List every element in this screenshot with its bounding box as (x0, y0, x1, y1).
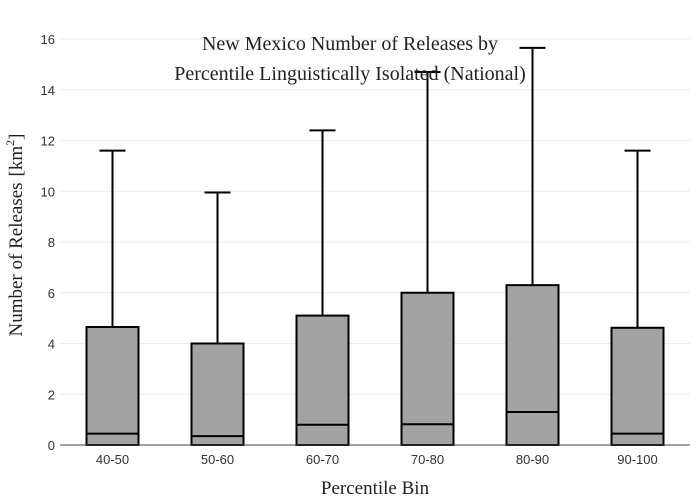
x-tick-label: 40-50 (96, 452, 129, 467)
x-tick-label: 70-80 (411, 452, 444, 467)
box-iqr (85, 326, 140, 447)
box-group-40-50 (85, 149, 140, 447)
y-tick-label: 16 (41, 32, 55, 47)
box-group-50-60 (190, 191, 245, 446)
y-tick-label: 8 (48, 235, 55, 250)
chart-title-line-2: Percentile Linguistically Isolated (Nati… (174, 63, 526, 85)
x-tick-label: 50-60 (201, 452, 234, 467)
y-axis-unit: [km (6, 146, 27, 177)
box-group-90-100 (610, 149, 665, 446)
y-tick-label: 0 (48, 438, 55, 453)
boxes (85, 46, 665, 447)
x-tick-labels: 40-50 50-60 60-70 70-80 80-90 90-100 (96, 452, 658, 467)
y-tick-label: 2 (48, 387, 55, 402)
box-group-80-90 (505, 46, 560, 447)
box-group-70-80 (400, 70, 455, 446)
chart-title-line-1: New Mexico Number of Releases by (202, 33, 498, 55)
box-iqr (505, 284, 560, 447)
y-tick-label: 6 (48, 286, 55, 301)
y-tick-label: 10 (41, 184, 55, 199)
x-tick-label: 60-70 (306, 452, 339, 467)
x-tick-label: 90-100 (617, 452, 657, 467)
box-iqr (190, 342, 245, 446)
x-axis-title: Percentile Bin (321, 478, 430, 499)
box-group-60-70 (295, 129, 350, 446)
y-tick-labels: 0 2 4 6 8 10 12 14 16 (41, 32, 55, 453)
y-axis-title-text: Number of Releases (6, 182, 27, 336)
y-tick-label: 14 (41, 83, 55, 98)
box-iqr (610, 326, 665, 446)
x-tick-label: 80-90 (516, 452, 549, 467)
y-axis-unit-close: ] (6, 134, 27, 140)
gridlines (60, 38, 690, 395)
y-axis-unit-exponent: 2 (3, 140, 17, 146)
y-axis-title: Number of Releases [km2] (3, 134, 27, 337)
box-iqr (400, 291, 455, 446)
y-tick-label: 4 (48, 337, 55, 352)
y-tick-label: 12 (41, 134, 55, 149)
